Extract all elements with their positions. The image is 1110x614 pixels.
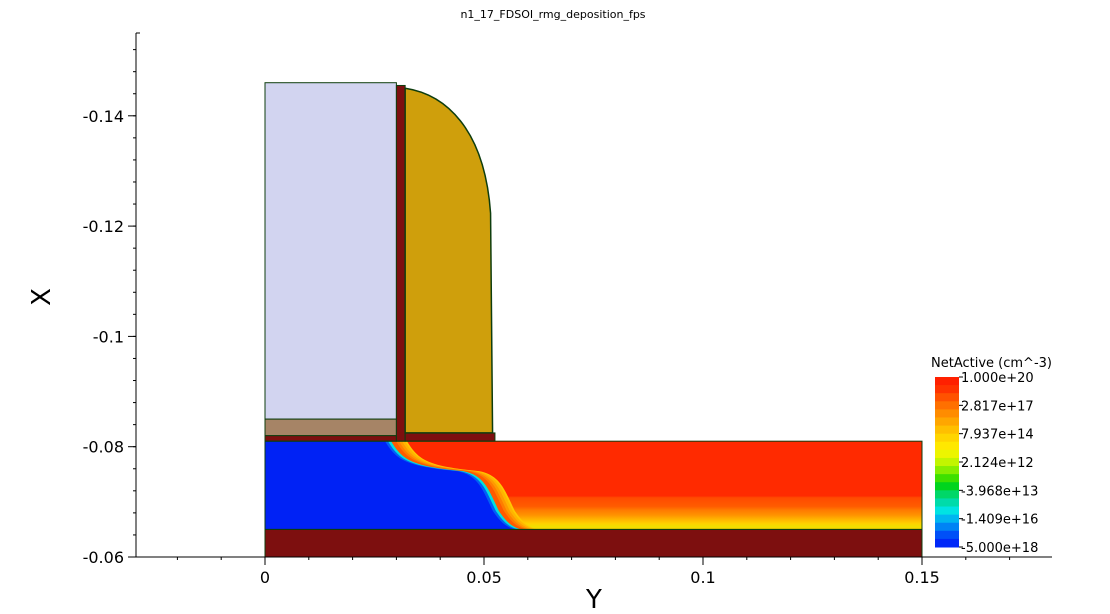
legend-swatch xyxy=(935,377,959,386)
legend-swatch xyxy=(935,449,959,459)
legend-label: 2.817e+17 xyxy=(961,399,1034,414)
legend-label: -5.000e+18 xyxy=(961,541,1038,556)
legend-swatch xyxy=(935,482,959,491)
x-tick-label: 0.05 xyxy=(466,568,502,587)
y-axis-title: X xyxy=(27,288,57,306)
spacer xyxy=(404,87,494,434)
legend-swatch xyxy=(935,409,959,418)
legend-title: NetActive (cm^-3) xyxy=(931,356,1052,371)
legend-swatch xyxy=(935,441,959,451)
legend-label: 7.937e+14 xyxy=(961,428,1034,443)
legend-label: -3.968e+13 xyxy=(961,484,1038,499)
x-axis-title: Y xyxy=(585,585,602,614)
legend-swatch xyxy=(935,385,959,394)
gate-liner xyxy=(264,418,397,437)
legend-label: 1.000e+20 xyxy=(961,371,1034,386)
legend-swatch xyxy=(935,401,959,410)
gate xyxy=(264,82,397,420)
legend-swatch xyxy=(935,498,959,508)
gate-oxide xyxy=(264,435,397,442)
legend-swatch xyxy=(935,474,959,483)
legend-swatch xyxy=(935,538,959,548)
y-tick-label: -0.1 xyxy=(93,327,124,346)
y-tick-label: -0.06 xyxy=(83,548,124,567)
legend-swatch xyxy=(935,417,959,427)
y-tick-label: -0.12 xyxy=(83,217,124,236)
legend-swatch xyxy=(935,466,959,475)
legend-swatch xyxy=(935,393,959,402)
y-tick-label: -0.14 xyxy=(83,107,124,126)
x-tick-label: 0 xyxy=(260,568,270,587)
x-tick-label: 0.1 xyxy=(690,568,715,587)
legend-swatch xyxy=(935,506,959,516)
legend-swatch xyxy=(935,457,959,467)
spacer-liner xyxy=(395,84,406,442)
legend-swatch xyxy=(935,433,959,443)
legend-label: -1.409e+16 xyxy=(961,513,1038,528)
silicon-outline xyxy=(264,440,923,530)
x-tick-label: 0.15 xyxy=(904,568,940,587)
legend: NetActive (cm^-3)1.000e+20 2.817e+17 7.937… xyxy=(931,356,1052,556)
spacer-base xyxy=(404,432,496,442)
plot-area xyxy=(264,82,923,558)
axes: -0.14 -0.12 -0.1 -0.08 -0.06 0 0.05 0.1 0.15 xyxy=(83,32,1052,587)
legend-swatch xyxy=(935,490,959,499)
chart-title: n1_17_FDSOI_rmg_deposition_fps xyxy=(460,8,645,21)
box-oxide xyxy=(264,528,923,558)
legend-swatch xyxy=(935,522,959,532)
silicon-n-region xyxy=(265,441,515,530)
legend-swatch xyxy=(935,514,959,524)
y-tick-label: -0.08 xyxy=(83,438,124,457)
legend-label: 2.124e+12 xyxy=(961,456,1034,471)
legend-swatch xyxy=(935,530,959,540)
legend-swatch xyxy=(935,425,959,435)
